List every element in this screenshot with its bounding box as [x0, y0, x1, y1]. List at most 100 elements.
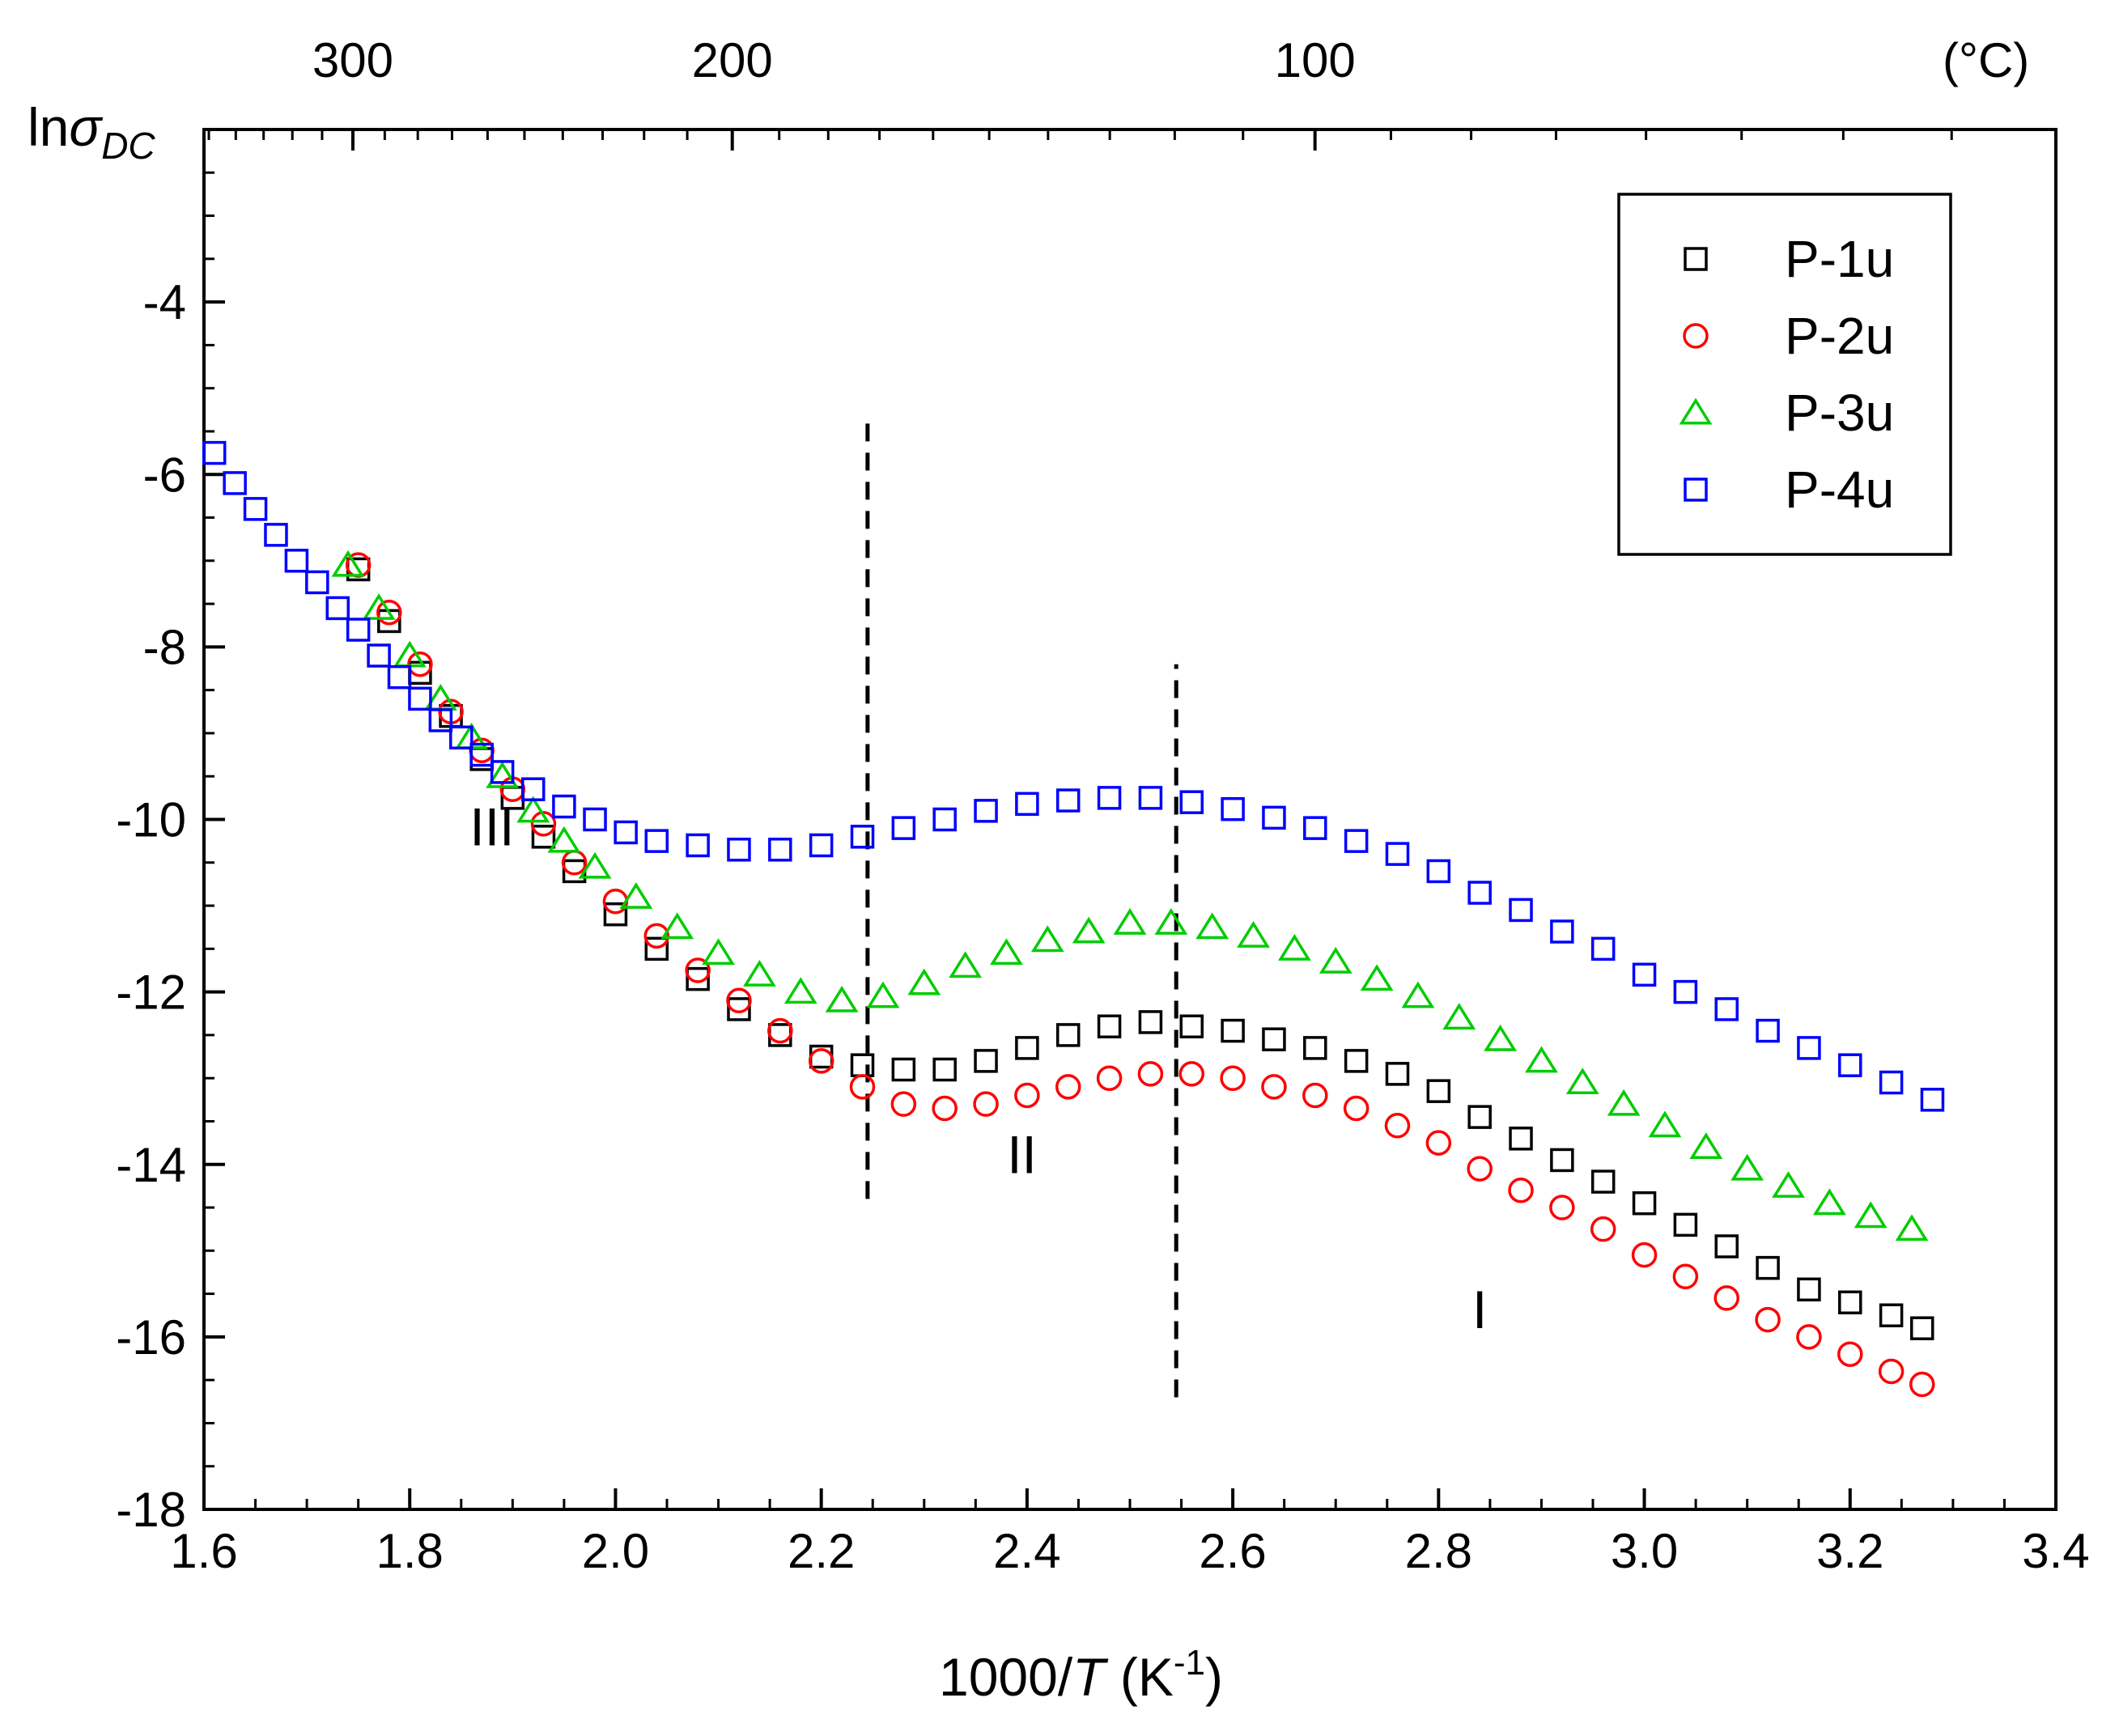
data-point — [891, 1057, 916, 1082]
data-point — [1550, 1148, 1574, 1173]
data-point — [849, 1074, 876, 1100]
data-point — [1467, 1105, 1492, 1129]
legend-marker — [1684, 247, 1708, 271]
legend: P-1u P-2u P-3u P-4u — [1617, 193, 1952, 556]
series-P-4u — [202, 440, 1945, 1112]
data-point — [1509, 1127, 1533, 1151]
axis-ticks — [202, 129, 2057, 1511]
data-point — [1508, 1177, 1534, 1203]
x-tick-label: 2.2 — [788, 1524, 855, 1578]
data-point — [1837, 1341, 1863, 1367]
data-point — [907, 968, 941, 995]
data-point — [1631, 1242, 1658, 1268]
region-divider-lines — [865, 422, 1178, 1398]
data-point — [825, 985, 859, 1012]
data-point — [1648, 1110, 1682, 1138]
data-point — [1096, 1065, 1123, 1091]
data-point — [1689, 1132, 1723, 1159]
data-point — [644, 829, 669, 853]
data-point — [702, 938, 735, 966]
data-point — [643, 923, 670, 949]
data-point — [866, 981, 900, 1008]
y-axis-title: lnσDC — [28, 97, 155, 167]
data-point — [1590, 936, 1616, 961]
data-point — [1607, 1089, 1641, 1116]
legend-marker — [1679, 397, 1713, 425]
data-point — [561, 850, 588, 876]
data-point — [1055, 1023, 1081, 1047]
data-series — [202, 440, 1945, 1398]
legend-label: P-4u — [1785, 461, 1894, 519]
data-point — [1797, 1036, 1821, 1060]
region-label: II — [1007, 1124, 1037, 1184]
data-point — [325, 596, 350, 621]
data-point — [1220, 1065, 1246, 1091]
data-point — [1673, 979, 1698, 1004]
data-point — [1756, 1255, 1780, 1280]
data-point — [1015, 792, 1039, 817]
data-point — [660, 912, 694, 940]
data-point — [1015, 1036, 1039, 1060]
data-point — [685, 957, 711, 983]
data-point — [1484, 1024, 1517, 1051]
data-point — [1797, 1277, 1821, 1302]
data-point — [1854, 1201, 1888, 1229]
data-point — [783, 977, 817, 1004]
series-P-3u — [331, 550, 1929, 1242]
y-tick-label: -14 — [116, 1138, 186, 1192]
data-point — [1838, 1053, 1862, 1077]
data-point — [1097, 786, 1122, 810]
top-tick-label: 300 — [312, 33, 393, 87]
data-point — [407, 651, 433, 677]
data-point — [583, 807, 607, 832]
region-label: I — [1472, 1280, 1487, 1339]
data-point — [449, 725, 473, 750]
data-point — [1910, 1316, 1934, 1340]
data-point — [1055, 1074, 1081, 1100]
data-point — [486, 761, 520, 788]
x-tick-label: 3.4 — [2022, 1524, 2089, 1578]
data-point — [376, 600, 402, 626]
data-point — [1113, 908, 1147, 935]
data-point — [1138, 786, 1163, 810]
data-point — [1590, 1169, 1616, 1194]
data-point — [516, 796, 550, 823]
legend-label: P-2u — [1785, 307, 1894, 365]
y-tick-label: -16 — [116, 1310, 186, 1365]
y-tick-label: -4 — [143, 275, 186, 329]
data-point — [1344, 829, 1369, 853]
y-tick-label: -12 — [116, 966, 186, 1020]
data-point — [932, 1057, 957, 1082]
data-point — [891, 816, 916, 840]
data-point — [387, 664, 412, 690]
legend-marker — [1684, 478, 1708, 502]
data-point — [521, 777, 546, 801]
data-point — [1360, 964, 1394, 991]
data-point — [1138, 1010, 1163, 1034]
data-point — [1302, 1082, 1328, 1109]
tick-labels: 1.6 1.8 2.0 2.2 2.4 2.6 2.8 3.0 3.2 3.4 -18 -16 -14 -… — [116, 33, 2089, 1578]
data-point — [644, 936, 669, 961]
data-point — [1714, 1234, 1739, 1258]
legend-label: P-3u — [1785, 384, 1894, 442]
top-tick-label: 200 — [692, 33, 773, 87]
data-point — [202, 440, 227, 465]
data-point — [428, 708, 453, 732]
data-point — [603, 902, 628, 927]
data-point — [1425, 1130, 1452, 1156]
top-tick-label: 100 — [1275, 33, 1356, 87]
top-axis-unit: (°C) — [1943, 33, 2029, 87]
data-point — [1632, 1191, 1657, 1216]
data-point — [331, 550, 365, 577]
x-tick-label: 2.6 — [1199, 1524, 1266, 1578]
data-point — [1565, 1067, 1599, 1095]
x-tick-label: 2.0 — [582, 1524, 649, 1578]
y-tick-label: -18 — [116, 1483, 186, 1537]
series-P-1u — [346, 557, 1934, 1340]
legend-marker — [1683, 323, 1709, 349]
x-tick-label: 2.4 — [993, 1524, 1060, 1578]
data-point — [1343, 1095, 1369, 1122]
data-point — [1509, 898, 1533, 923]
data-point — [809, 833, 834, 858]
